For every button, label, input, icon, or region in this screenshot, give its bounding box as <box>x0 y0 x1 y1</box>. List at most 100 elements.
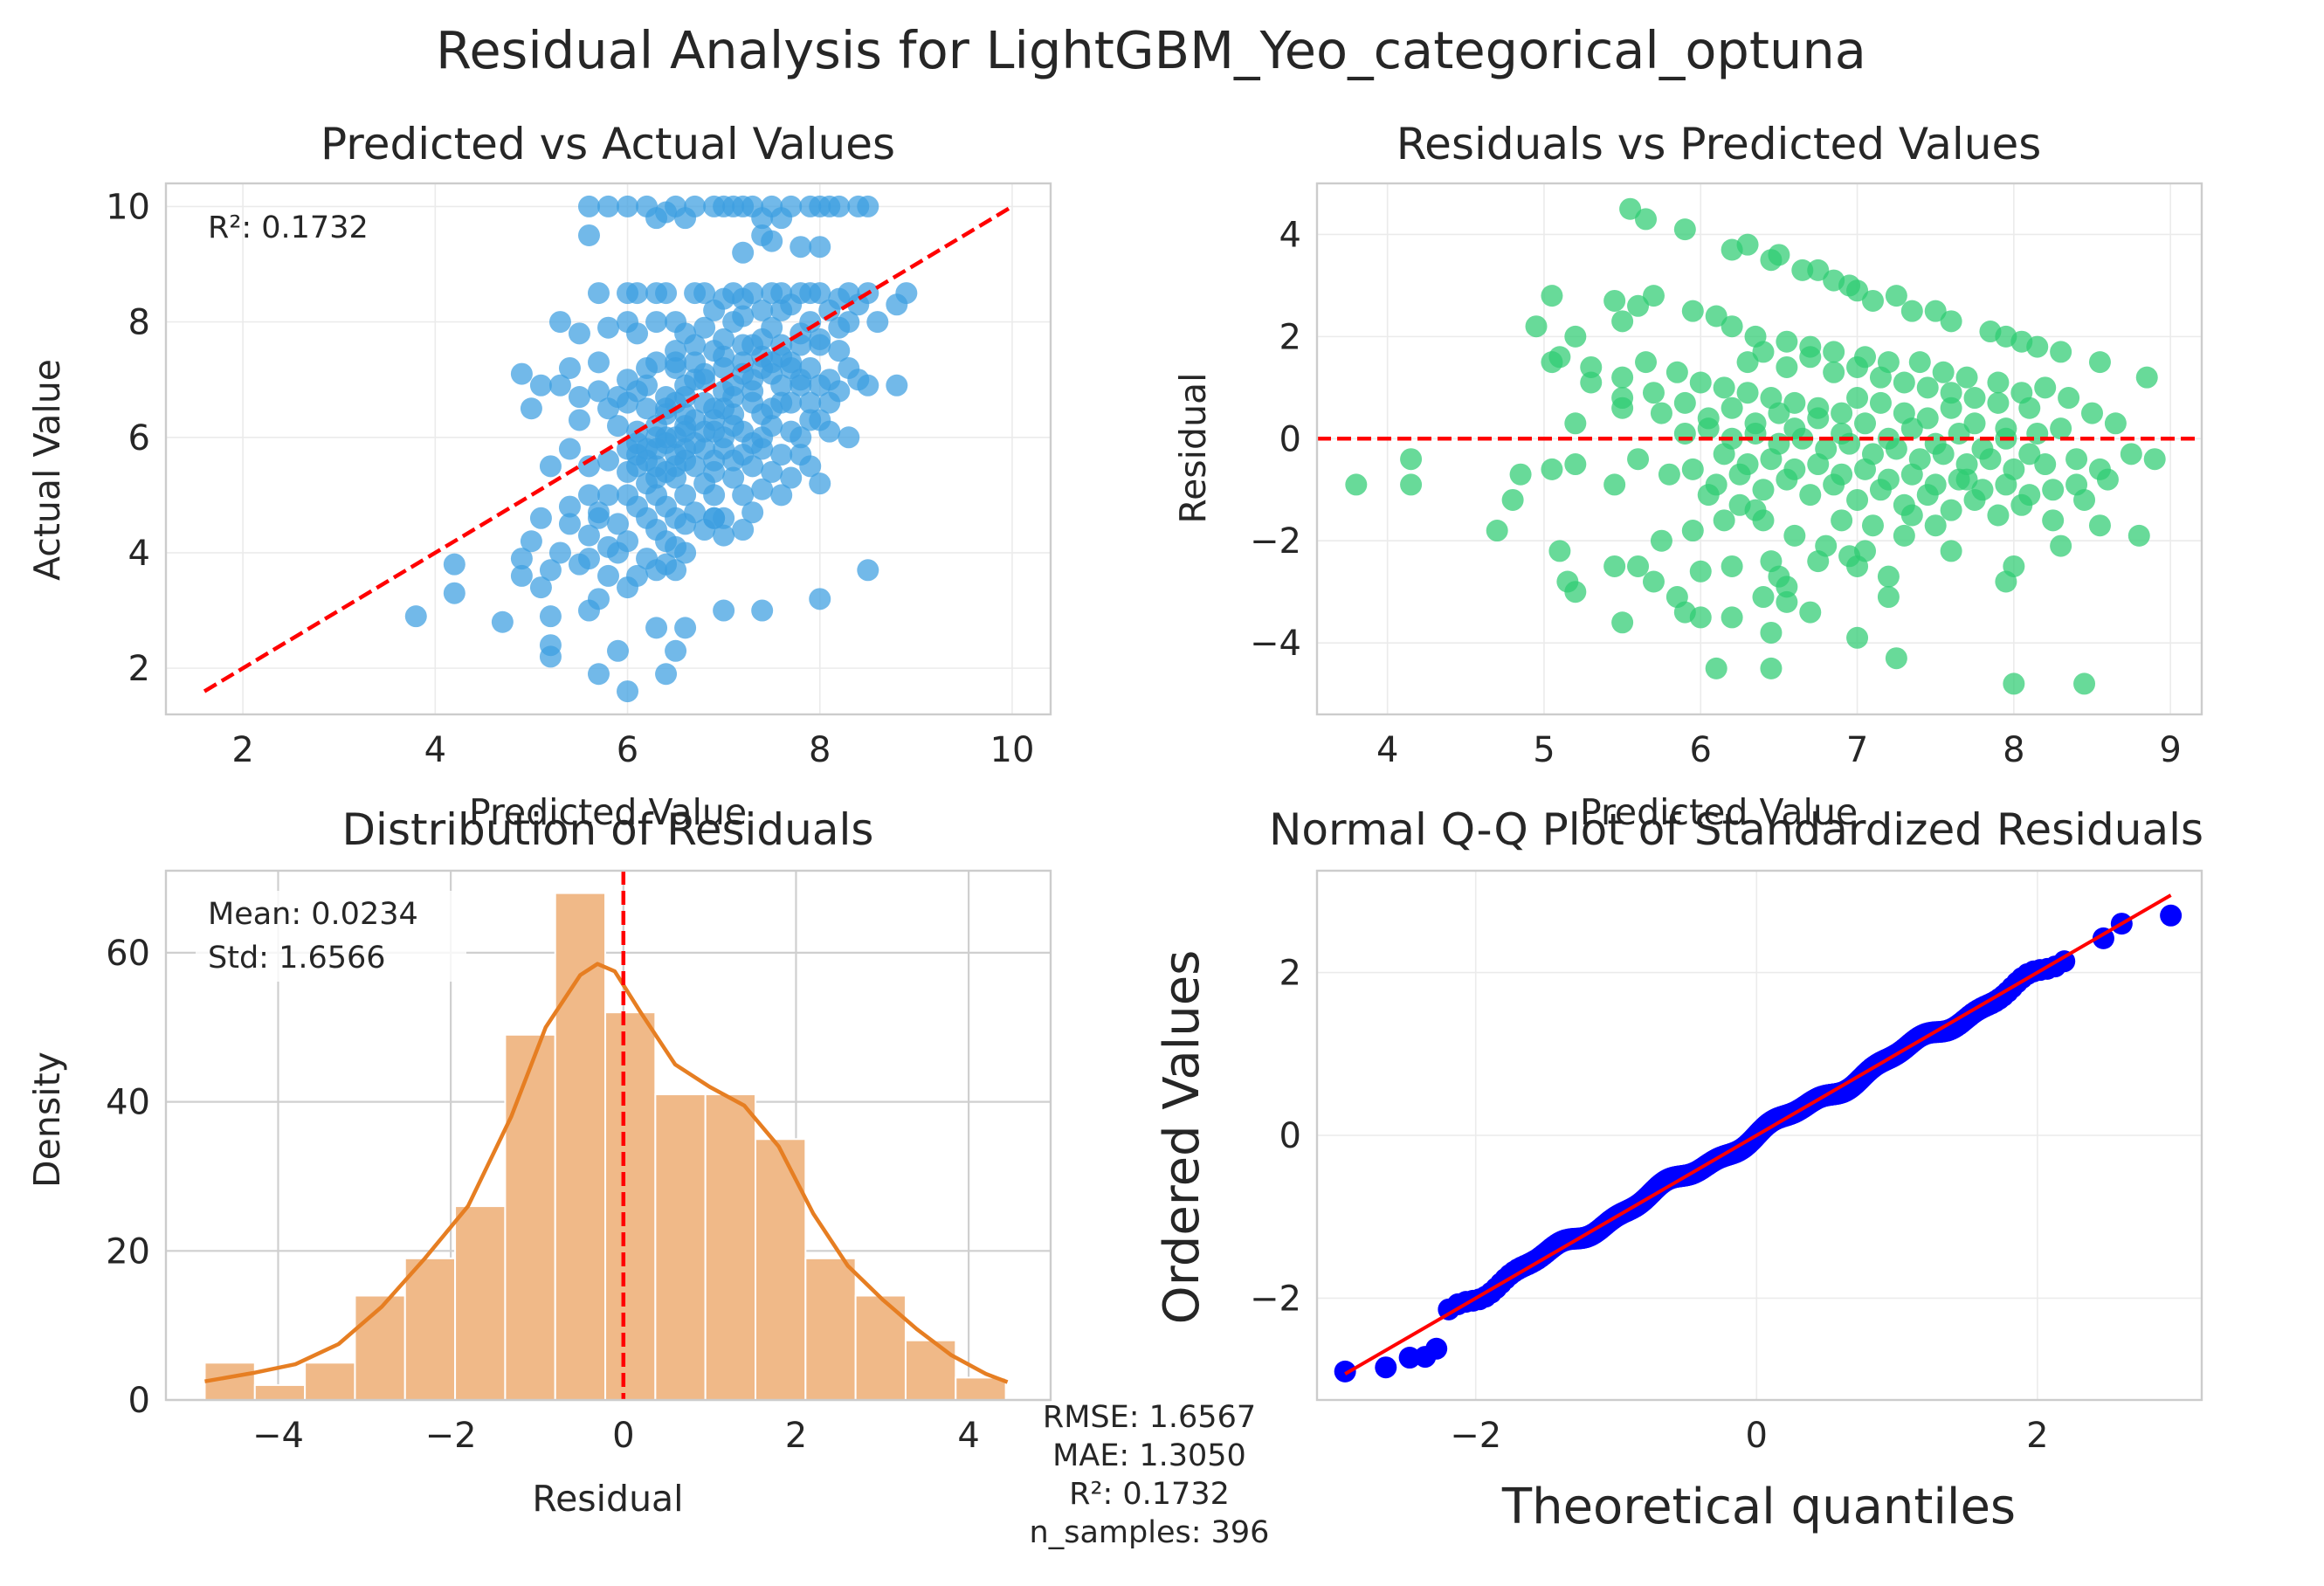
pva-panel: Predicted vs Actual Values 2 4 6 8 10246810 … <box>26 119 1052 833</box>
rvp-point <box>1948 468 1970 491</box>
rvp-point <box>2042 509 2065 532</box>
rvp-point <box>1752 341 1775 363</box>
pva-ytick-label: 8 <box>128 303 150 343</box>
pva-point <box>510 362 533 385</box>
pva-point <box>655 282 678 305</box>
pva-point <box>751 207 774 230</box>
pva-xlabel: Predicted Value <box>469 791 747 833</box>
pva-point <box>597 195 619 217</box>
pva-xtick-label: 8 <box>809 730 831 770</box>
pva-point <box>665 455 687 478</box>
rvp-point <box>1697 407 1720 430</box>
hist-bar <box>654 1093 707 1402</box>
pva-point <box>857 559 879 582</box>
pva-point <box>577 455 600 478</box>
pva-point <box>751 478 774 500</box>
pva-point <box>838 426 860 449</box>
hist-xtick-label: −4 <box>252 1416 304 1456</box>
rvp-point <box>1619 197 1642 220</box>
hist-bar <box>604 1011 657 1402</box>
pva-point <box>809 409 831 431</box>
hist-ytick-label: 0 <box>128 1381 150 1421</box>
pva-point <box>838 311 860 334</box>
pva-point <box>790 426 812 449</box>
pva-point <box>674 207 697 230</box>
pva-point <box>674 513 697 535</box>
rvp-point <box>1736 351 1759 374</box>
rvp-point <box>1642 570 1665 593</box>
hist-bar <box>354 1294 406 1402</box>
rvp-point <box>1987 371 2010 394</box>
pva-point <box>809 236 831 259</box>
pva-point <box>645 559 668 582</box>
rvp-point <box>1846 387 1869 410</box>
pva-point <box>655 663 678 686</box>
pva-point <box>558 438 581 460</box>
pva-xtick-label: 4 <box>424 730 446 770</box>
rvp-point <box>1776 576 1798 598</box>
rvp-point <box>1635 351 1658 374</box>
rvp-point <box>1783 458 1806 480</box>
qq-ylabel: Ordered Values <box>1154 950 1210 1325</box>
rvp-point <box>1823 361 1845 383</box>
metrics-n-samples: n_samples: 396 <box>1030 1515 1270 1550</box>
hist-bar <box>554 892 607 1401</box>
pva-point <box>732 444 755 466</box>
rvp-point <box>1877 468 1900 491</box>
pva-point <box>713 599 735 622</box>
rvp-point <box>1486 520 1508 542</box>
pva-point <box>886 293 908 316</box>
rvp-point <box>1940 396 1962 419</box>
rvp-point <box>2088 458 2111 480</box>
hist-ytick-label: 20 <box>106 1231 150 1272</box>
rvp-point <box>2058 387 2080 410</box>
rvp-point <box>1971 438 1994 460</box>
pva-point <box>568 553 590 576</box>
rvp-point <box>1799 346 1822 369</box>
pva-point <box>404 605 427 628</box>
pva-xtick-label: 6 <box>617 730 638 770</box>
pva-point <box>587 351 610 374</box>
pva-point <box>684 455 707 478</box>
rvp-point <box>1846 488 1869 511</box>
pva-point <box>751 299 774 321</box>
pva-xtick-label: 2 <box>231 730 253 770</box>
metrics-mae: MAE: 1.3050 <box>1052 1438 1246 1473</box>
rvp-point <box>1924 473 1947 496</box>
rvp-point <box>1635 208 1658 231</box>
rvp-point <box>1744 412 1767 435</box>
pva-point <box>558 513 581 535</box>
rvp-point <box>1611 387 1634 410</box>
pva-point <box>732 519 755 541</box>
rvp-point <box>1940 382 1962 404</box>
rvp-point <box>2034 453 2057 476</box>
rvp-point <box>1627 448 1650 471</box>
pva-point <box>577 484 600 507</box>
rvp-point <box>1760 657 1783 679</box>
pva-ytick-label: 10 <box>106 187 150 227</box>
rvp-point <box>1854 412 1877 435</box>
rvp-point <box>1673 218 1696 241</box>
pva-point <box>866 311 889 334</box>
hist-bar <box>704 1093 757 1402</box>
rvp-point <box>1681 458 1704 480</box>
rvp-xtick-label: 7 <box>1846 730 1868 770</box>
qq-plot-area: −2 0 2 −2 0 2 <box>1250 869 2203 1456</box>
hist-bar <box>454 1205 507 1401</box>
rvp-point <box>1713 376 1735 399</box>
hist-bar <box>904 1339 957 1401</box>
pva-point <box>770 374 793 396</box>
hist-bar <box>403 1257 457 1401</box>
pva-point <box>809 328 831 350</box>
rvp-point <box>1908 351 1931 374</box>
pva-point <box>732 305 755 328</box>
qq-point <box>2053 950 2076 973</box>
qq-point <box>2160 904 2183 927</box>
pva-point <box>732 362 755 385</box>
rvp-point <box>1541 458 1563 480</box>
metrics-rmse: RMSE: 1.6567 <box>1043 1400 1256 1435</box>
rvp-point <box>2050 417 2072 440</box>
pva-point <box>607 639 630 662</box>
rvp-point <box>2026 335 2049 358</box>
qq-point <box>1425 1337 1448 1360</box>
